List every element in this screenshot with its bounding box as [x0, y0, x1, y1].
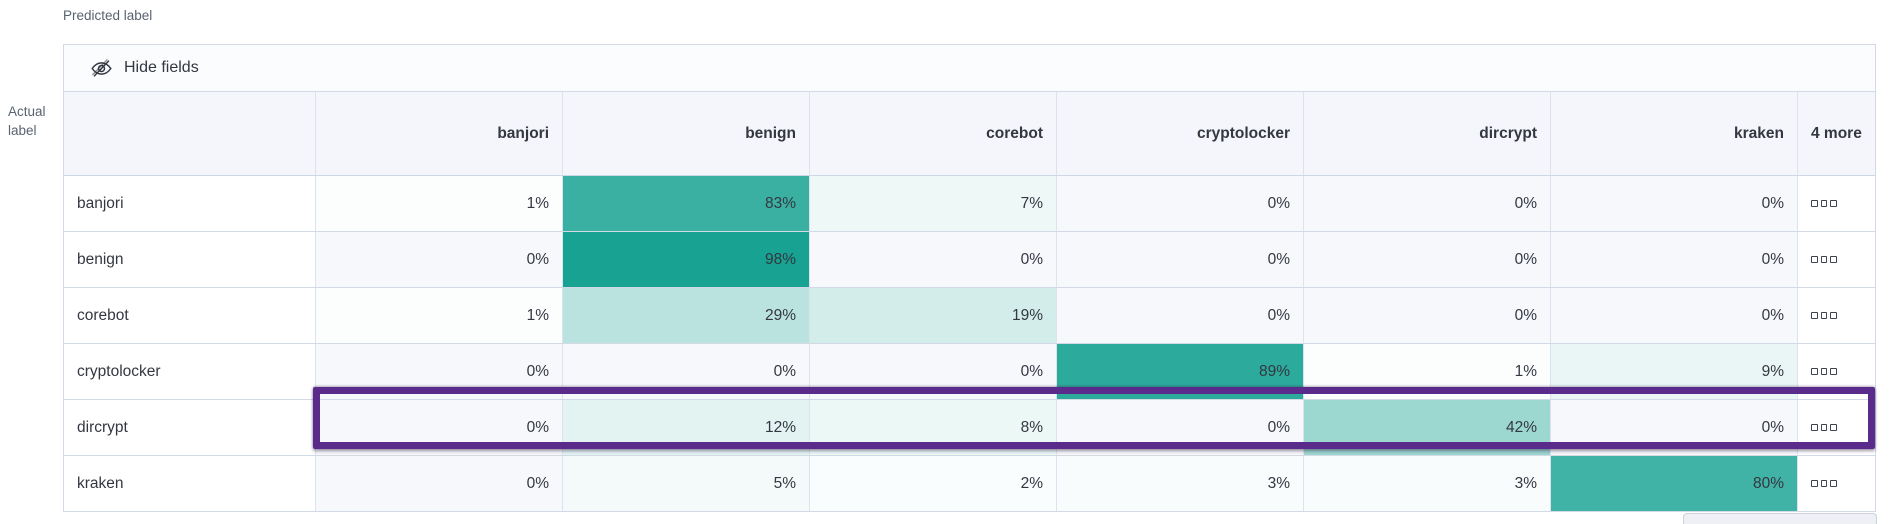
cell-corebot-benign: 29%: [563, 288, 810, 343]
cell-benign-banjori: 0%: [316, 232, 563, 287]
predicted-label-axis: Predicted label: [63, 8, 153, 23]
matrix-row-corebot: corebot 1% 29% 19% 0% 0% 0%: [64, 288, 1875, 344]
boxes-horizontal-icon: [1811, 256, 1837, 263]
actual-label-axis: Actual label: [8, 104, 46, 138]
cell-banjori-kraken: 0%: [1551, 176, 1798, 231]
column-header-banjori[interactable]: banjori: [316, 92, 563, 175]
confusion-matrix-table: Hide fields banjori benign corebot cryptolo…: [63, 44, 1876, 512]
row-actions-button[interactable]: [1798, 400, 1875, 455]
cell-cryptolocker-banjori: 0%: [316, 344, 563, 399]
cell-cryptolocker-cryptolocker: 89%: [1057, 344, 1304, 399]
cell-benign-dircrypt: 0%: [1304, 232, 1551, 287]
matrix-body: banjori 1% 83% 7% 0% 0% 0% benign 0% 98% 0% 0% 0% 0% c…: [64, 176, 1875, 511]
matrix-row-dircrypt: dircrypt 0% 12% 8% 0% 42% 0%: [64, 400, 1875, 456]
column-header-dircrypt[interactable]: dircrypt: [1304, 92, 1551, 175]
row-actions-button[interactable]: [1798, 288, 1875, 343]
cell-corebot-kraken: 0%: [1551, 288, 1798, 343]
cell-dircrypt-kraken: 0%: [1551, 400, 1798, 455]
cell-kraken-corebot: 2%: [810, 456, 1057, 511]
cell-dircrypt-banjori: 0%: [316, 400, 563, 455]
column-header-kraken[interactable]: kraken: [1551, 92, 1798, 175]
column-header-more[interactable]: 4 more: [1811, 124, 1862, 142]
cell-kraken-kraken: 80%: [1551, 456, 1798, 511]
cell-cryptolocker-benign: 0%: [563, 344, 810, 399]
row-label: benign: [64, 232, 316, 287]
row-actions-button[interactable]: [1798, 344, 1875, 399]
boxes-horizontal-icon: [1811, 424, 1837, 431]
cell-kraken-benign: 5%: [563, 456, 810, 511]
cell-dircrypt-dircrypt: 42%: [1304, 400, 1551, 455]
boxes-horizontal-icon: [1811, 312, 1837, 319]
cell-cryptolocker-corebot: 0%: [810, 344, 1057, 399]
cell-dircrypt-cryptolocker: 0%: [1057, 400, 1304, 455]
boxes-horizontal-icon: [1811, 200, 1837, 207]
row-actions-button[interactable]: [1798, 176, 1875, 231]
cell-banjori-cryptolocker: 0%: [1057, 176, 1304, 231]
cell-kraken-dircrypt: 3%: [1304, 456, 1551, 511]
cell-cryptolocker-dircrypt: 1%: [1304, 344, 1551, 399]
row-label: dircrypt: [64, 400, 316, 455]
cell-dircrypt-benign: 12%: [563, 400, 810, 455]
row-label: corebot: [64, 288, 316, 343]
eye-closed-icon: [91, 58, 112, 79]
cell-dircrypt-corebot: 8%: [810, 400, 1057, 455]
cell-cryptolocker-kraken: 9%: [1551, 344, 1798, 399]
cell-kraken-cryptolocker: 3%: [1057, 456, 1304, 511]
bottom-right-partial-control[interactable]: [1683, 513, 1877, 524]
cell-corebot-cryptolocker: 0%: [1057, 288, 1304, 343]
cell-banjori-benign: 83%: [563, 176, 810, 231]
column-header-row: banjori benign corebot cryptolocker dircrypt…: [64, 92, 1875, 176]
cell-banjori-corebot: 7%: [810, 176, 1057, 231]
matrix-row-banjori: banjori 1% 83% 7% 0% 0% 0%: [64, 176, 1875, 232]
column-header-cryptolocker[interactable]: cryptolocker: [1057, 92, 1304, 175]
row-label: banjori: [64, 176, 316, 231]
column-header-benign[interactable]: benign: [563, 92, 810, 175]
cell-benign-corebot: 0%: [810, 232, 1057, 287]
cell-banjori-dircrypt: 0%: [1304, 176, 1551, 231]
cell-benign-benign: 98%: [563, 232, 810, 287]
row-label: kraken: [64, 456, 316, 511]
row-actions-button[interactable]: [1798, 456, 1875, 511]
column-header-corebot[interactable]: corebot: [810, 92, 1057, 175]
cell-corebot-corebot: 19%: [810, 288, 1057, 343]
cell-kraken-banjori: 0%: [316, 456, 563, 511]
cell-banjori-banjori: 1%: [316, 176, 563, 231]
row-label: cryptolocker: [64, 344, 316, 399]
cell-benign-kraken: 0%: [1551, 232, 1798, 287]
cell-corebot-dircrypt: 0%: [1304, 288, 1551, 343]
boxes-horizontal-icon: [1811, 480, 1837, 487]
matrix-row-cryptolocker: cryptolocker 0% 0% 0% 89% 1% 9%: [64, 344, 1875, 400]
cell-corebot-banjori: 1%: [316, 288, 563, 343]
hide-fields-button[interactable]: Hide fields: [64, 45, 1875, 92]
boxes-horizontal-icon: [1811, 368, 1837, 375]
cell-benign-cryptolocker: 0%: [1057, 232, 1304, 287]
matrix-row-benign: benign 0% 98% 0% 0% 0% 0%: [64, 232, 1875, 288]
matrix-row-kraken: kraken 0% 5% 2% 3% 3% 80%: [64, 456, 1875, 511]
row-actions-button[interactable]: [1798, 232, 1875, 287]
hide-fields-label: Hide fields: [124, 59, 199, 76]
header-corner-cell: [64, 92, 316, 175]
